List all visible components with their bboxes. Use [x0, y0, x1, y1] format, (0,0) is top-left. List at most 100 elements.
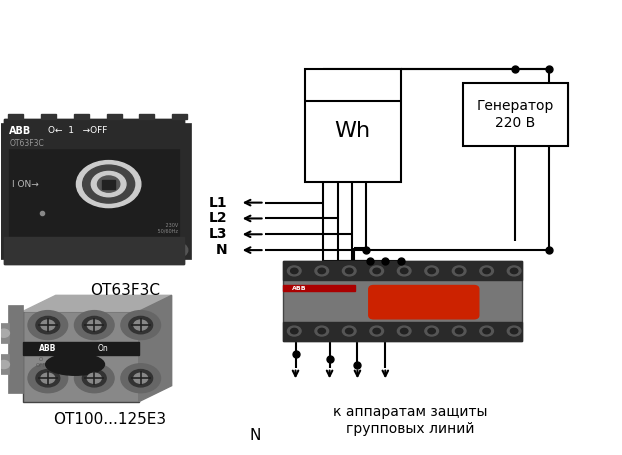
Circle shape: [13, 243, 33, 258]
Circle shape: [401, 268, 408, 273]
Circle shape: [401, 329, 408, 334]
Circle shape: [508, 266, 521, 276]
Circle shape: [318, 268, 325, 273]
Circle shape: [287, 266, 301, 276]
Text: к аппаратам защиты
групповых линий: к аппаратам защиты групповых линий: [333, 405, 487, 435]
Ellipse shape: [45, 354, 104, 375]
Bar: [283, 285, 355, 292]
Circle shape: [134, 246, 145, 254]
Circle shape: [373, 268, 381, 273]
Text: OT63F3C: OT63F3C: [90, 283, 160, 298]
Bar: [74, 114, 89, 119]
Text: L1: L1: [209, 196, 228, 210]
Text: →II ON: →II ON: [103, 180, 132, 188]
Circle shape: [91, 172, 126, 197]
Text: N: N: [216, 243, 228, 257]
Text: OT100...125E3: OT100...125E3: [53, 412, 166, 427]
Circle shape: [82, 316, 106, 334]
Circle shape: [0, 360, 9, 369]
Bar: [0, 123, 8, 259]
Circle shape: [87, 320, 101, 330]
Circle shape: [428, 329, 435, 334]
Circle shape: [455, 268, 463, 273]
Circle shape: [397, 266, 411, 276]
Circle shape: [134, 320, 147, 330]
Bar: [4, 119, 184, 148]
Circle shape: [75, 364, 114, 393]
Circle shape: [41, 320, 55, 330]
Circle shape: [315, 326, 328, 336]
Bar: [283, 322, 521, 340]
Circle shape: [77, 161, 141, 207]
Circle shape: [36, 369, 60, 387]
Circle shape: [397, 326, 411, 336]
Circle shape: [452, 326, 466, 336]
Text: 230V
       50/60Hz: 230V 50/60Hz: [147, 223, 178, 234]
Bar: [23, 311, 139, 402]
Circle shape: [98, 176, 120, 192]
Circle shape: [82, 369, 106, 387]
Circle shape: [370, 266, 384, 276]
Text: L3: L3: [209, 228, 228, 241]
Bar: [106, 114, 121, 119]
Circle shape: [452, 266, 466, 276]
Bar: [23, 342, 139, 355]
Text: ABB: ABB: [292, 286, 307, 291]
Circle shape: [17, 246, 29, 254]
Bar: [463, 83, 568, 146]
Circle shape: [290, 268, 298, 273]
Circle shape: [129, 316, 152, 334]
Circle shape: [425, 266, 439, 276]
Text: L2: L2: [209, 212, 228, 226]
Bar: [103, 180, 115, 189]
Circle shape: [346, 268, 353, 273]
Circle shape: [121, 311, 160, 339]
Circle shape: [428, 268, 435, 273]
Circle shape: [483, 268, 490, 273]
Bar: [0, 354, 9, 374]
Text: On: On: [98, 344, 108, 353]
Circle shape: [28, 311, 68, 339]
Bar: [7, 305, 23, 393]
Circle shape: [36, 316, 60, 334]
Text: O←  1   →OFF: O← 1 →OFF: [48, 126, 107, 135]
Circle shape: [511, 329, 518, 334]
Circle shape: [511, 268, 518, 273]
Bar: [180, 123, 192, 259]
Circle shape: [315, 266, 328, 276]
FancyBboxPatch shape: [4, 119, 184, 264]
Circle shape: [91, 243, 110, 258]
Text: OT63F3C: OT63F3C: [9, 139, 44, 148]
Circle shape: [41, 373, 55, 383]
Circle shape: [56, 246, 67, 254]
Circle shape: [483, 329, 490, 334]
Bar: [0, 323, 9, 343]
Circle shape: [28, 364, 68, 393]
Circle shape: [343, 326, 356, 336]
Circle shape: [346, 329, 353, 334]
Circle shape: [318, 329, 325, 334]
Polygon shape: [23, 295, 172, 311]
Circle shape: [95, 246, 106, 254]
Circle shape: [373, 329, 381, 334]
FancyBboxPatch shape: [283, 262, 521, 340]
Bar: [41, 114, 56, 119]
Circle shape: [121, 364, 160, 393]
Bar: [283, 262, 521, 280]
Text: Wh: Wh: [335, 121, 371, 142]
Bar: [4, 238, 184, 264]
Circle shape: [83, 165, 134, 203]
Text: Генератор
220 В: Генератор 220 В: [476, 99, 554, 130]
Bar: [139, 114, 154, 119]
Circle shape: [455, 329, 463, 334]
Circle shape: [0, 329, 9, 337]
Circle shape: [480, 266, 493, 276]
Text: I ON→: I ON→: [12, 180, 39, 188]
Bar: [8, 114, 23, 119]
Circle shape: [343, 266, 356, 276]
Circle shape: [287, 326, 301, 336]
Circle shape: [168, 243, 188, 258]
Circle shape: [134, 373, 147, 383]
Bar: [172, 114, 187, 119]
Circle shape: [172, 246, 183, 254]
